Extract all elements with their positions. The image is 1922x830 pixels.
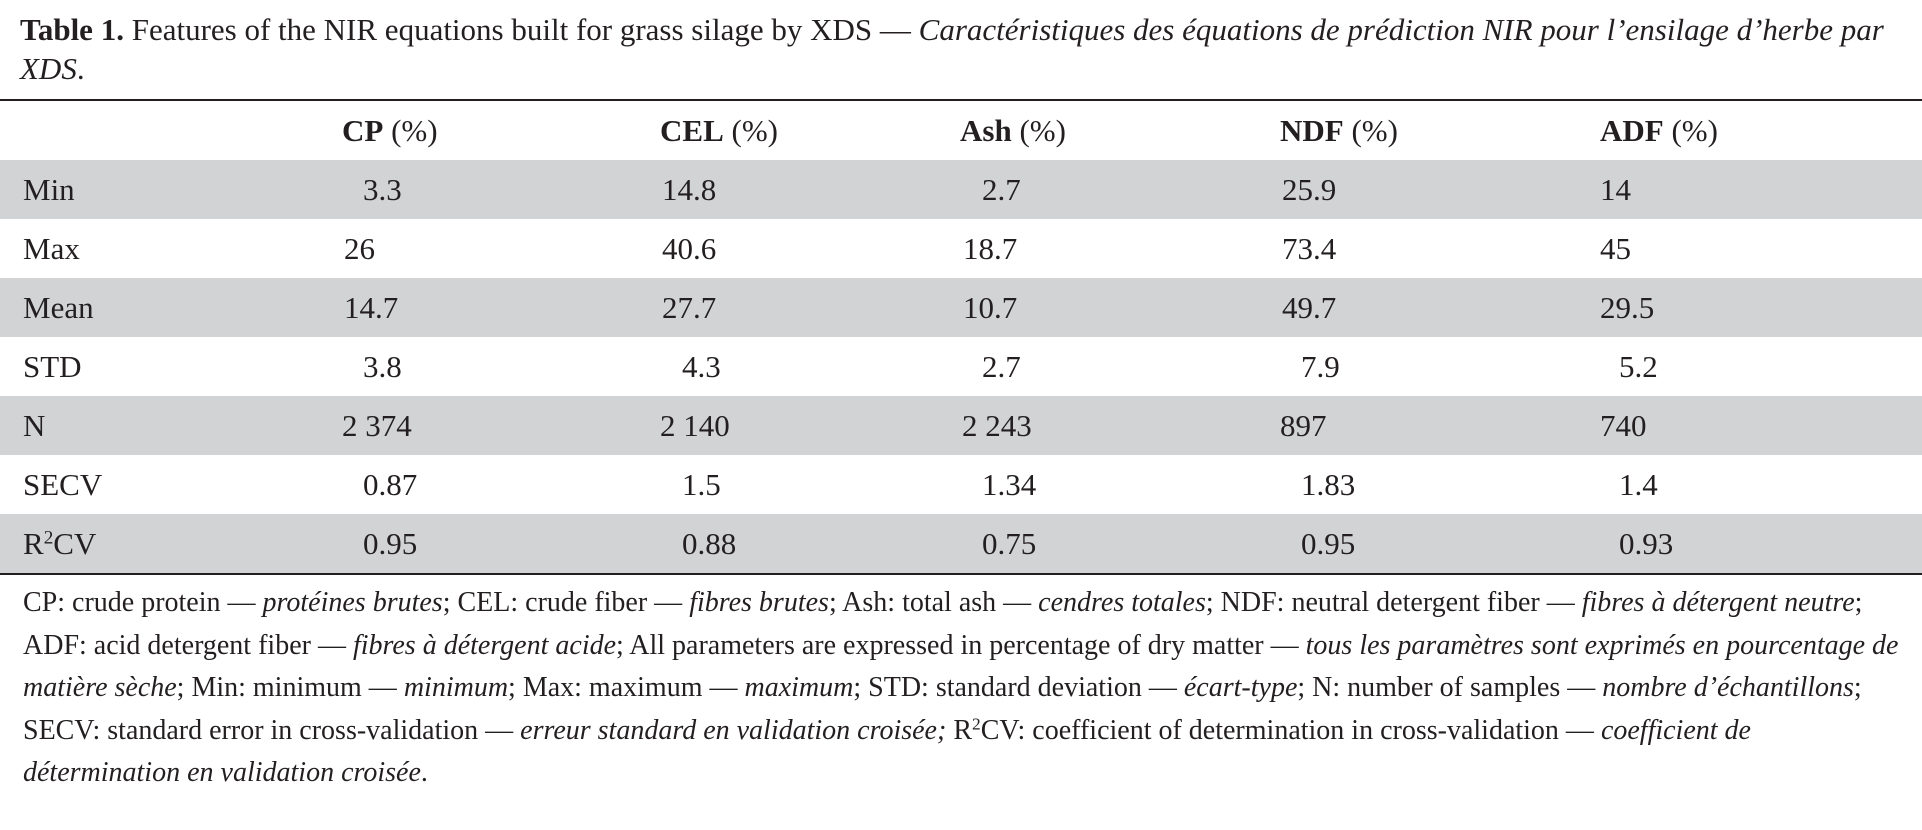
row-label: STD bbox=[23, 348, 82, 384]
table-row-std: STD 3.8 4.3 2.7 7.9 5.2 bbox=[0, 337, 1922, 396]
cell-ash: 1.34 bbox=[982, 466, 1037, 502]
row-label: Min bbox=[0, 160, 320, 219]
cell-cel: 2 140 bbox=[640, 396, 960, 455]
caption-label: Table 1. bbox=[20, 12, 124, 47]
table-bottom-rule bbox=[0, 573, 1922, 575]
cell-ndf: 49.7 bbox=[1280, 278, 1600, 337]
table-row-secv: SECV 0.87 1.5 1.34 1.83 1.4 bbox=[0, 455, 1922, 514]
cell-ndf: 0.95 bbox=[1280, 514, 1600, 573]
cell-adf: 45 bbox=[1600, 230, 1631, 266]
caption-french: Caractéristiques des équations de prédic… bbox=[20, 12, 1884, 86]
cell-cp: 0.95 bbox=[320, 514, 640, 573]
cell-ndf: 7.9 bbox=[1301, 348, 1340, 384]
data-table-wrap: CP (%) CEL (%) Ash (%) NDF (%) ADF (%) M… bbox=[0, 99, 1922, 575]
cell-ash: 2 243 bbox=[960, 396, 1280, 455]
table-row-mean: Mean 14.7 27.7 10.7 49.7 29.5 bbox=[0, 278, 1922, 337]
cell-ash: 2.7 bbox=[982, 348, 1021, 384]
row-label: Max bbox=[23, 230, 80, 266]
column-header-cel: CEL (%) bbox=[660, 112, 778, 148]
cell-adf: 1.4 bbox=[1619, 466, 1658, 502]
cell-cel: 40.6 bbox=[662, 230, 717, 266]
table-footnotes: CP: crude protein — protéines brutes; CE… bbox=[23, 587, 1899, 789]
cell-adf: 5.2 bbox=[1619, 348, 1658, 384]
column-header-ndf: NDF (%) bbox=[1280, 112, 1398, 148]
cell-adf: 29.5 bbox=[1600, 278, 1922, 337]
cell-cel: 27.7 bbox=[640, 278, 960, 337]
row-label: Mean bbox=[0, 278, 320, 337]
table-row-r2cv: R2CV 0.95 0.88 0.75 0.95 0.93 bbox=[0, 514, 1922, 573]
table-caption: Table 1. Features of the NIR equations b… bbox=[20, 10, 1915, 88]
table-row-min: Min 3.3 14.8 2.7 25.9 14 bbox=[0, 160, 1922, 219]
table-top-rule bbox=[0, 99, 1922, 101]
cell-ash: 2.7 bbox=[960, 160, 1280, 219]
cell-ash: 0.75 bbox=[960, 514, 1280, 573]
caption-english: Features of the NIR equations built for … bbox=[131, 12, 873, 47]
column-header-adf: ADF (%) bbox=[1600, 112, 1718, 148]
caption-end: . bbox=[76, 51, 85, 86]
header-row: CP (%) CEL (%) Ash (%) NDF (%) ADF (%) bbox=[0, 101, 1922, 160]
cell-ndf: 897 bbox=[1280, 396, 1600, 455]
cell-cel: 4.3 bbox=[682, 348, 721, 384]
data-table: CP (%) CEL (%) Ash (%) NDF (%) ADF (%) M… bbox=[0, 101, 1922, 573]
cell-adf: 14 bbox=[1600, 160, 1922, 219]
cell-cp: 0.87 bbox=[363, 466, 418, 502]
column-header-cp: CP (%) bbox=[342, 112, 438, 148]
cell-adf: 0.93 bbox=[1600, 514, 1922, 573]
row-label: SECV bbox=[23, 466, 103, 502]
cell-adf: 740 bbox=[1600, 396, 1922, 455]
cell-ndf: 25.9 bbox=[1280, 160, 1600, 219]
cell-cp: 3.3 bbox=[320, 160, 640, 219]
caption-dash: — bbox=[879, 12, 911, 47]
table-row-max: Max 26 40.6 18.7 73.4 45 bbox=[0, 219, 1922, 278]
figure-page: Table 1. Features of the NIR equations b… bbox=[0, 10, 1922, 788]
column-header-ash: Ash (%) bbox=[960, 112, 1066, 148]
cell-ndf: 1.83 bbox=[1301, 466, 1356, 502]
cell-cp: 2 374 bbox=[320, 396, 640, 455]
cell-cp: 26 bbox=[344, 230, 375, 266]
cell-ash: 18.7 bbox=[963, 230, 1018, 266]
header-empty-cell bbox=[0, 101, 320, 160]
cell-cp: 14.7 bbox=[320, 278, 640, 337]
cell-cp: 3.8 bbox=[363, 348, 402, 384]
cell-cel: 0.88 bbox=[640, 514, 960, 573]
row-label: R2CV bbox=[0, 514, 320, 573]
cell-ash: 10.7 bbox=[960, 278, 1280, 337]
cell-cel: 14.8 bbox=[640, 160, 960, 219]
table-row-n: N 2 374 2 140 2 243 897 740 bbox=[0, 396, 1922, 455]
cell-cel: 1.5 bbox=[682, 466, 721, 502]
cell-ndf: 73.4 bbox=[1282, 230, 1337, 266]
row-label: N bbox=[0, 396, 320, 455]
